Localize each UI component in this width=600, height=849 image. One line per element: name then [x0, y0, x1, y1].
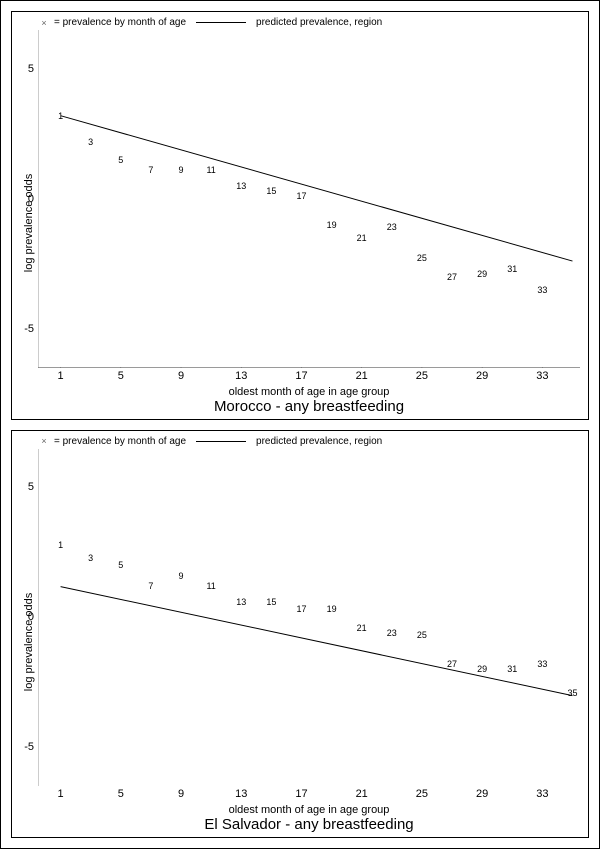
data-point: 17: [296, 604, 306, 614]
x-axis-label: oldest month of age in age group: [38, 386, 580, 398]
data-point: 27: [447, 272, 457, 282]
predicted-line: [61, 116, 573, 261]
legend-marker-icon: ×: [40, 18, 48, 28]
x-tick-label: 1: [58, 368, 64, 382]
legend-marker-icon: ×: [40, 436, 48, 446]
legend-marker-text: = prevalence by month of age: [54, 436, 186, 447]
data-point: 15: [266, 186, 276, 196]
data-point: 9: [179, 571, 184, 581]
x-tick-label: 29: [476, 786, 488, 800]
data-point: 17: [296, 191, 306, 201]
x-tick-label: 1: [58, 786, 64, 800]
data-point: 3: [88, 137, 93, 147]
data-point: 7: [148, 165, 153, 175]
y-axis-label-wrap: log prevalence odds: [20, 449, 38, 836]
data-point: 35: [567, 688, 577, 698]
data-point: 25: [417, 630, 427, 640]
legend-line-icon: [196, 22, 246, 23]
legend: × = prevalence by month of age predicted…: [20, 17, 580, 28]
data-point: 25: [417, 253, 427, 263]
data-point: 1: [58, 540, 63, 550]
y-tick-label: 5: [28, 63, 38, 75]
chart-panel: × = prevalence by month of age predicted…: [11, 11, 589, 420]
data-point: 29: [477, 269, 487, 279]
legend: × = prevalence by month of age predicted…: [20, 436, 580, 447]
predicted-line: [61, 586, 573, 695]
panel-title: Morocco - any breastfeeding: [38, 398, 580, 415]
x-tick-label: 21: [356, 368, 368, 382]
data-point: 15: [266, 597, 276, 607]
chart-body: log prevalence odds -5051591317212529331…: [20, 30, 580, 417]
x-tick-label: 13: [235, 786, 247, 800]
data-point: 33: [537, 659, 547, 669]
legend-line-text: predicted prevalence, region: [256, 436, 382, 447]
x-axis-label: oldest month of age in age group: [38, 804, 580, 816]
data-point: 29: [477, 664, 487, 674]
plot-svg: [38, 30, 580, 368]
panel-title: El Salvador - any breastfeeding: [38, 816, 580, 833]
x-tick-label: 21: [356, 786, 368, 800]
data-point: 23: [387, 222, 397, 232]
data-point: 21: [357, 623, 367, 633]
x-tick-label: 13: [235, 368, 247, 382]
data-point: 31: [507, 264, 517, 274]
data-point: 13: [236, 597, 246, 607]
x-tick-label: 5: [118, 368, 124, 382]
data-point: 1: [58, 111, 63, 121]
plot-column: -505159131721252933135791113151719212325…: [38, 449, 580, 836]
data-point: 23: [387, 628, 397, 638]
x-tick-label: 17: [295, 786, 307, 800]
plot-column: -505159131721252933135791113151719212325…: [38, 30, 580, 417]
data-point: 31: [507, 664, 517, 674]
y-tick-label: -5: [24, 323, 38, 335]
data-point: 13: [236, 181, 246, 191]
chart-panel: × = prevalence by month of age predicted…: [11, 430, 589, 839]
data-point: 7: [148, 581, 153, 591]
x-tick-label: 25: [416, 786, 428, 800]
y-axis-label: log prevalence odds: [23, 174, 35, 272]
x-tick-label: 33: [536, 368, 548, 382]
plot-svg: [38, 449, 580, 787]
data-point: 11: [206, 165, 215, 175]
data-point: 33: [537, 285, 547, 295]
legend-line-icon: [196, 441, 246, 442]
data-point: 5: [118, 560, 123, 570]
data-point: 19: [327, 220, 337, 230]
y-axis-label-wrap: log prevalence odds: [20, 30, 38, 417]
x-tick-label: 29: [476, 368, 488, 382]
y-axis-label: log prevalence odds: [23, 593, 35, 691]
x-tick-label: 33: [536, 786, 548, 800]
chart-body: log prevalence odds -5051591317212529331…: [20, 449, 580, 836]
y-tick-label: 5: [28, 481, 38, 493]
data-point: 3: [88, 553, 93, 563]
data-point: 27: [447, 659, 457, 669]
x-tick-label: 25: [416, 368, 428, 382]
x-tick-label: 5: [118, 786, 124, 800]
legend-marker-text: = prevalence by month of age: [54, 17, 186, 28]
data-point: 21: [357, 233, 367, 243]
y-tick-label: -5: [24, 741, 38, 753]
data-point: 9: [179, 165, 184, 175]
plot-area: -505159131721252933135791113151719212325…: [38, 30, 580, 368]
data-point: 11: [206, 581, 215, 591]
y-tick-label: 0: [28, 193, 38, 205]
figure-page: × = prevalence by month of age predicted…: [0, 0, 600, 849]
data-point: 5: [118, 155, 123, 165]
legend-line-text: predicted prevalence, region: [256, 17, 382, 28]
y-tick-label: 0: [28, 611, 38, 623]
plot-area: -505159131721252933135791113151719212325…: [38, 449, 580, 787]
x-tick-label: 17: [295, 368, 307, 382]
data-point: 19: [327, 604, 337, 614]
x-tick-label: 9: [178, 786, 184, 800]
x-tick-label: 9: [178, 368, 184, 382]
